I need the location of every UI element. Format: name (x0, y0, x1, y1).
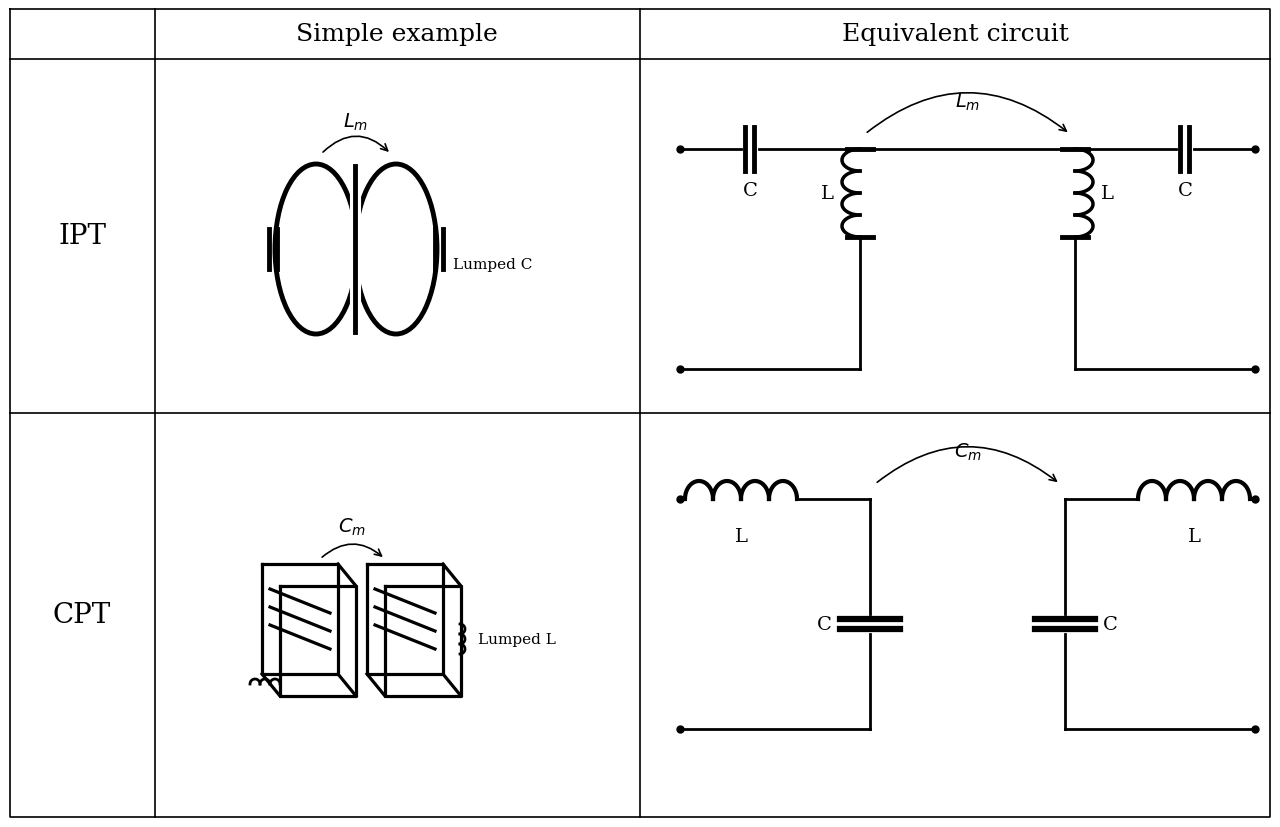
Text: Equivalent circuit: Equivalent circuit (841, 23, 1069, 46)
Ellipse shape (275, 165, 357, 335)
Text: CPT: CPT (52, 602, 111, 629)
Text: C: C (1178, 182, 1193, 200)
Text: C: C (817, 615, 832, 633)
Text: L: L (1101, 184, 1114, 203)
FancyArrowPatch shape (323, 137, 388, 153)
FancyArrowPatch shape (867, 93, 1066, 133)
Ellipse shape (355, 165, 436, 335)
Text: Lumped C: Lumped C (453, 258, 532, 272)
Text: C: C (742, 182, 758, 200)
Text: L: L (735, 528, 748, 545)
Text: IPT: IPT (58, 223, 106, 251)
Text: $C_m$: $C_m$ (954, 441, 982, 462)
Text: $L_m$: $L_m$ (343, 112, 369, 133)
FancyArrowPatch shape (877, 447, 1056, 483)
Text: C: C (1103, 615, 1117, 633)
Text: $C_m$: $C_m$ (338, 516, 366, 538)
Text: $L_m$: $L_m$ (955, 92, 980, 112)
Text: L: L (820, 184, 835, 203)
Text: Simple example: Simple example (296, 23, 498, 46)
FancyArrowPatch shape (323, 544, 381, 557)
Text: L: L (1188, 528, 1201, 545)
Text: Lumped L: Lumped L (477, 632, 556, 646)
